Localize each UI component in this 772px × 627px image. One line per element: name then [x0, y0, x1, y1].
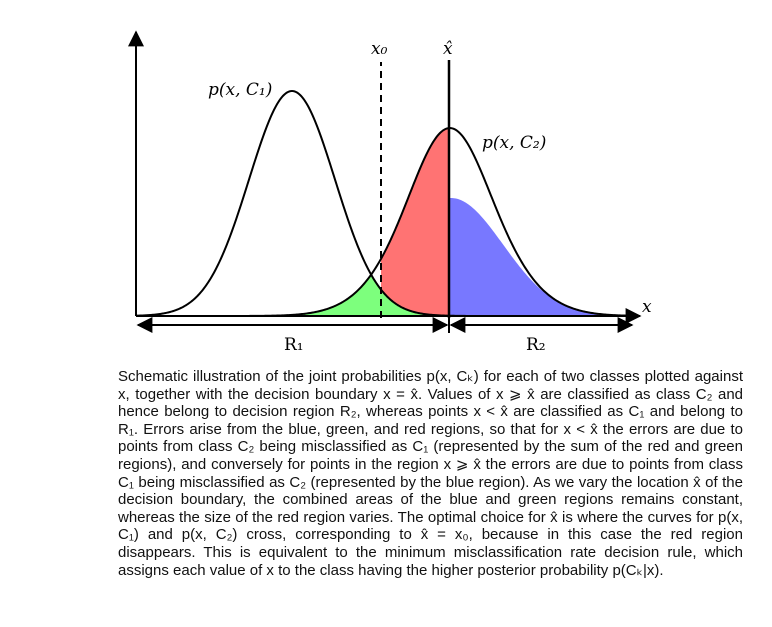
label-x0: x₀ [371, 39, 388, 59]
red-region [381, 128, 449, 316]
label-xhat: x̂ [443, 39, 453, 59]
blue-region [449, 198, 630, 316]
label-region1: R₁ [284, 335, 304, 355]
label-x-axis: x [642, 297, 652, 317]
green-region [136, 274, 449, 316]
figure-caption: Schematic illustration of the joint prob… [118, 368, 743, 579]
label-curve1: p(x, C₁) [208, 80, 272, 100]
label-curve2: p(x, C₂) [482, 133, 546, 153]
label-region2: R₂ [526, 335, 546, 355]
decision-boundary-figure: p(x, C₁) p(x, C₂) x₀ x̂ x R₁ R₂ [128, 30, 652, 355]
